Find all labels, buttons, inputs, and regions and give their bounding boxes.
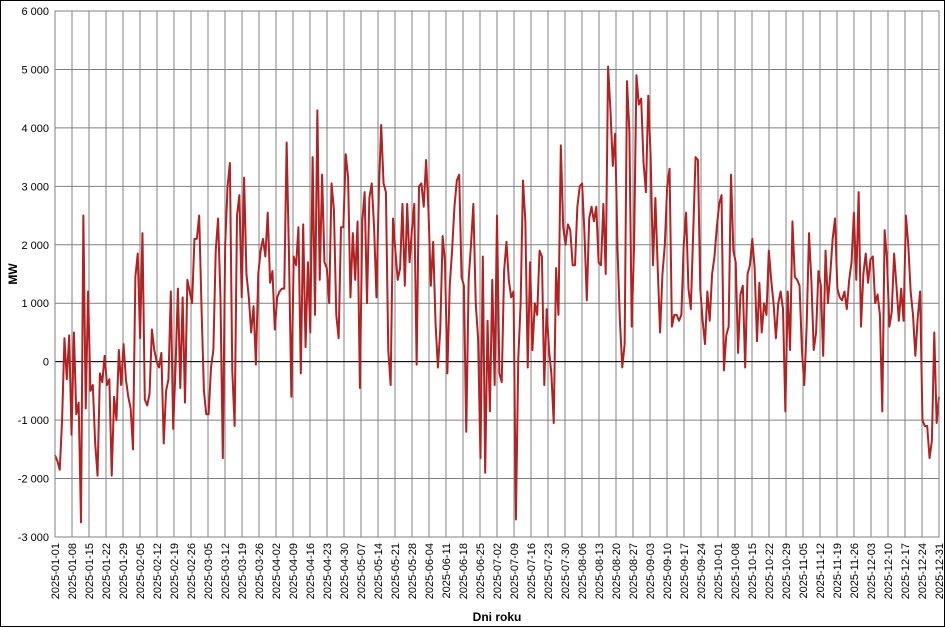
x-tick-label: 2025-01-15 (84, 543, 96, 599)
x-tick-label: 2025-07-30 (560, 543, 572, 599)
x-tick-label: 2025-10-15 (747, 543, 759, 599)
x-tick-label: 2025-04-30 (339, 543, 351, 599)
x-tick-label: 2025-01-22 (101, 543, 113, 599)
x-tick-label: 2025-02-12 (152, 543, 164, 599)
x-tick-label: 2025-08-13 (594, 543, 606, 599)
x-tick-label: 2025-07-09 (509, 543, 521, 599)
x-tick-label: 2025-01-08 (67, 543, 79, 599)
series-line (54, 65, 940, 524)
x-tick-label: 2025-11-05 (798, 543, 810, 598)
x-tick-label: 2025-03-05 (203, 543, 215, 599)
y-tick-label: 0 (43, 357, 49, 369)
x-tick-label: 2025-04-02 (271, 543, 283, 599)
x-tick-label: 2025-08-20 (611, 543, 623, 599)
x-tick-label: 2025-05-21 (390, 543, 402, 599)
x-tick-label: 2025-06-04 (424, 543, 436, 599)
x-tick-label: 2025-09-03 (645, 543, 657, 599)
x-tick-label: 2025-05-14 (373, 543, 385, 599)
x-tick-label: 2025-01-29 (118, 543, 130, 599)
x-tick-label: 2025-12-03 (866, 543, 878, 599)
x-tick-label: 2025-04-23 (322, 543, 334, 599)
x-tick-label: 2025-04-16 (305, 543, 317, 599)
y-axis-tick-labels: -3 000 -2 000 -1 000 0 1 000 2 000 3 000 4 000 5… (18, 6, 49, 544)
x-tick-label: 2025-05-28 (407, 543, 419, 599)
x-tick-label: 2025-07-02 (492, 543, 504, 599)
y-axis-title: MW (6, 263, 20, 285)
x-tick-label: 2025-12-17 (900, 543, 912, 599)
x-tick-label: 2025-10-01 (713, 543, 725, 599)
series-layer (54, 65, 940, 524)
x-tick-label: 2025-06-25 (475, 543, 487, 599)
x-tick-label: 2025-11-26 (849, 543, 861, 598)
x-tick-label: 2025-06-18 (458, 543, 470, 599)
x-tick-label: 2025-08-27 (628, 543, 640, 599)
x-tick-label: 2025-03-19 (237, 543, 249, 599)
x-tick-label: 2025-12-10 (883, 543, 895, 599)
y-tick-label: 5 000 (21, 64, 49, 76)
x-tick-label: 2025-10-29 (781, 543, 793, 599)
y-tick-label: 6 000 (21, 6, 49, 18)
x-tick-label: 2025-09-10 (662, 543, 674, 599)
y-tick-label: 3 000 (21, 181, 49, 193)
x-tick-label: 2025-05-07 (356, 543, 368, 599)
x-tick-label: 2025-10-08 (730, 543, 742, 599)
x-axis-title: Dni roku (473, 610, 522, 624)
x-tick-label: 2025-10-22 (764, 543, 776, 599)
x-tick-label: 2025-08-06 (577, 543, 589, 599)
x-tick-label: 2025-12-24 (917, 543, 929, 599)
x-tick-label: 2025-09-17 (679, 543, 691, 599)
x-tick-label: 2025-02-19 (169, 543, 181, 599)
x-tick-label: 2025-01-01 (50, 543, 62, 599)
y-tick-label: -3 000 (18, 532, 49, 544)
x-axis-tick-labels: 2025-01-01 2025-01-08 2025-01-15 2025-01-22… (50, 543, 945, 599)
x-tick-label: 2025-11-12 (815, 543, 827, 598)
y-tick-label: 4 000 (21, 123, 49, 135)
grid (54, 10, 940, 538)
y-tick-label: -2 000 (18, 474, 49, 486)
x-tick-label: 2025-03-26 (254, 543, 266, 599)
y-tick-label: 1 000 (21, 298, 49, 310)
x-tick-label: 2025-06-11 (441, 543, 453, 598)
y-tick-label: 2 000 (21, 240, 49, 252)
x-tick-label: 2025-02-26 (186, 543, 198, 599)
x-tick-label: 2025-03-12 (220, 543, 232, 599)
x-tick-label: 2025-11-19 (832, 543, 844, 598)
x-tick-label: 2025-07-16 (526, 543, 538, 599)
x-tick-label: 2025-04-09 (288, 543, 300, 599)
y-tick-label: -1 000 (18, 415, 49, 427)
x-tick-label: 2025-02-05 (135, 543, 147, 599)
plot-area-border (54, 10, 940, 538)
x-tick-label: 2025-12-31 (934, 543, 945, 599)
x-tick-label: 2025-09-24 (696, 543, 708, 599)
x-tick-label: 2025-07-23 (543, 543, 555, 599)
